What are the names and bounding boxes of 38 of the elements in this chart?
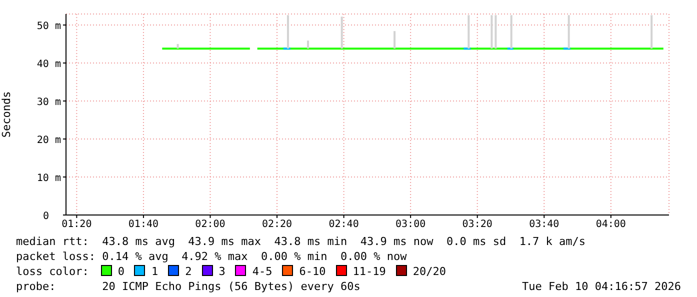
x-tick-label: 03:40: [529, 219, 560, 230]
bar: [286, 15, 289, 49]
y-tick-label: 20 m: [36, 135, 61, 146]
x-tick-label: 02:40: [328, 219, 359, 230]
y-tick-label: 40 m: [36, 59, 61, 70]
text: median rtt: 43.8 ms avg 43.9 ms max 43.8 ms min 43.9 ms now 0.0 ms sd 1.7 k am/s: [16, 234, 587, 249]
bar: [340, 16, 343, 49]
legend-label: 0: [118, 265, 124, 278]
x-tick-label: 01:40: [128, 219, 159, 230]
y-tick-label: 0: [42, 211, 49, 222]
legend-label: 11-19: [352, 265, 386, 278]
y-tick-label: 30 m: [36, 97, 61, 108]
y-axis-title: Seconds: [0, 91, 13, 138]
text: packet loss: 0.14 % avg 4.92 % max 0.00 % min 0.00 % now: [16, 249, 408, 264]
y-tick-label: 10 m: [36, 173, 61, 184]
legend-label: 6-10: [299, 265, 326, 278]
bar: [468, 15, 470, 49]
x-tick-label: 02:20: [262, 219, 292, 230]
bar: [568, 15, 570, 49]
bar: [510, 15, 512, 49]
legend-label: 1: [151, 265, 158, 278]
legend-title: loss color:: [16, 265, 89, 278]
x-tick-label: 04:00: [596, 219, 626, 230]
x-tick-label: 02:00: [195, 219, 226, 230]
bar: [176, 44, 179, 49]
legend-label: 20/20: [412, 265, 446, 278]
text: probe: 20 ICMP Echo Pings (56 Bytes) every 60s: [16, 279, 360, 294]
text: Tue Feb 10 04:16:57 2026: [522, 279, 681, 294]
x-tick-label: 03:00: [396, 219, 426, 230]
x-tick-label: 01:20: [62, 219, 92, 230]
bar: [307, 40, 309, 49]
x-tick-label: 03:20: [462, 219, 492, 230]
legend-label: 4-5: [252, 265, 272, 278]
bar: [650, 15, 653, 49]
legend-label: 3: [218, 265, 226, 278]
legend-label: 2: [185, 265, 192, 278]
bar: [394, 31, 396, 49]
y-tick-label: 50 m: [36, 21, 61, 32]
